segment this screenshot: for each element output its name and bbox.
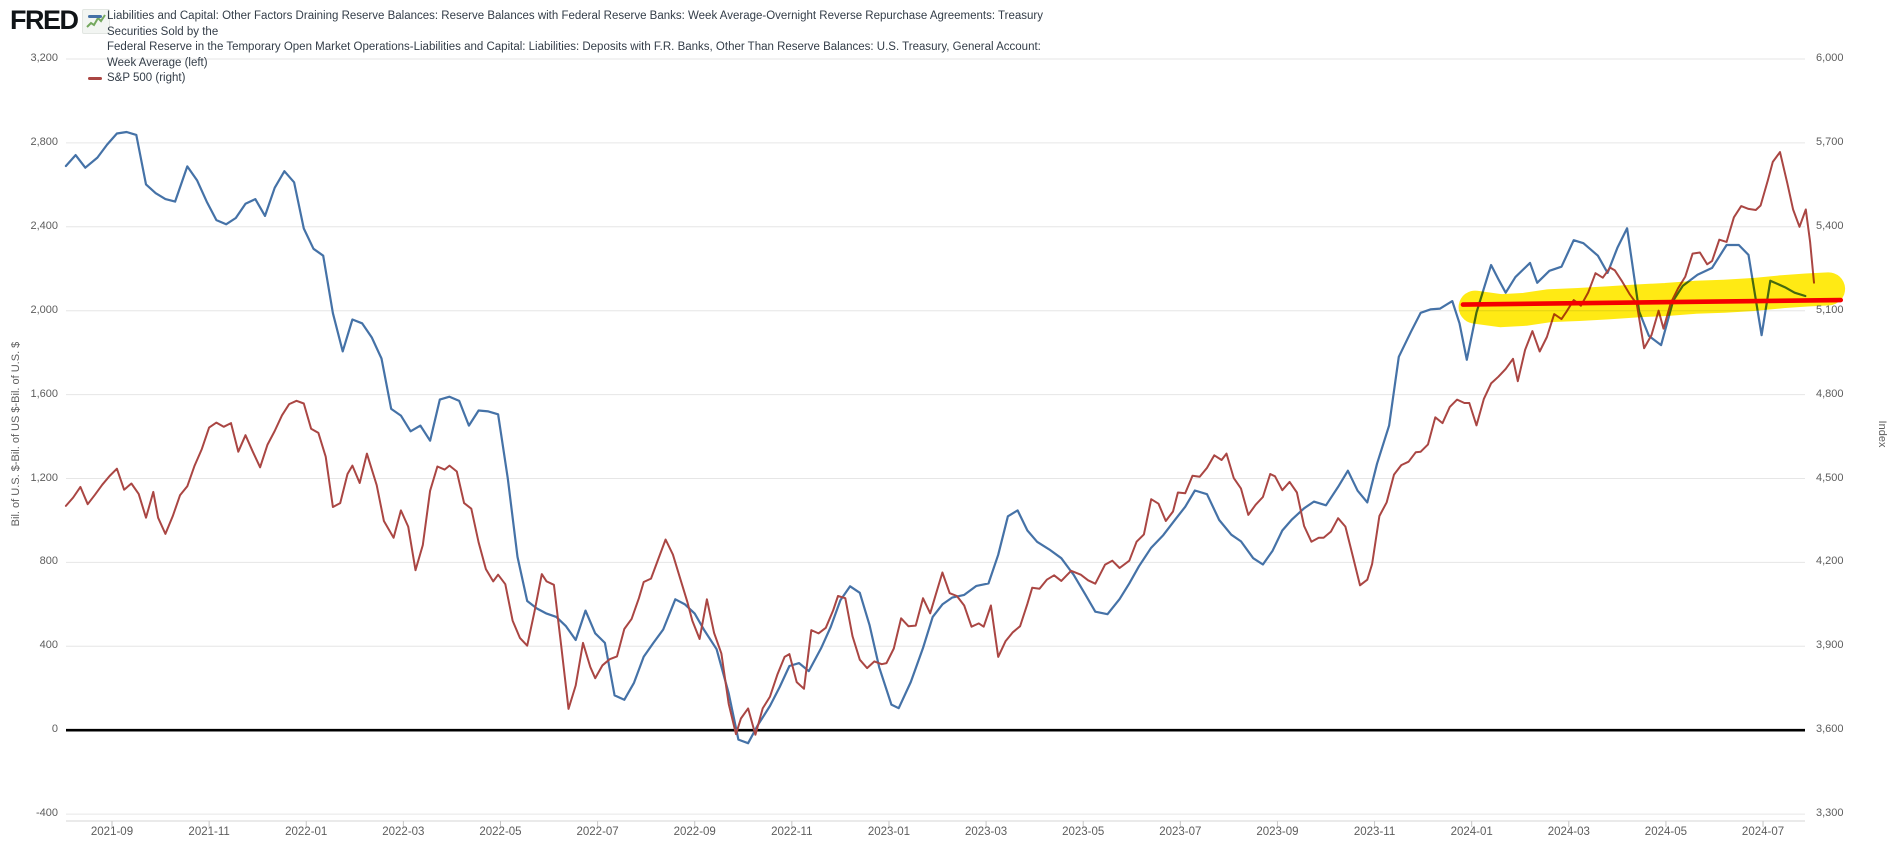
- legend: Liabilities and Capital: Other Factors D…: [88, 9, 1067, 87]
- fred-sparkline-icon: [81, 9, 110, 34]
- legend-label-net-liquidity: Liabilities and Capital: Other Factors D…: [107, 9, 1067, 71]
- x-axis-tick-label: 2024-07: [1741, 826, 1785, 838]
- legend-line-2: Federal Reserve in the Temporary Open Ma…: [107, 41, 1041, 69]
- trend-line-annotation[interactable]: [1460, 297, 1844, 307]
- y-axis-tick-label-left: 1,600: [30, 387, 58, 400]
- y-axis-tick-label-right: 6,000: [1816, 52, 1844, 64]
- y-axis-tick-label-left: 2,000: [30, 303, 58, 316]
- legend-swatch-red: [88, 77, 102, 80]
- series-line-net-liquidity[interactable]: [64, 130, 1807, 745]
- y-axis-tick-label-right: 4,200: [1816, 555, 1844, 568]
- y-axis-tick-label-left: -400: [35, 807, 58, 820]
- x-axis-tick-label: 2023-11: [1353, 826, 1396, 838]
- y-axis-tick-label-left: 3,200: [30, 52, 58, 64]
- x-axis-tick-label: 2022-01: [285, 826, 328, 838]
- x-axis-tick-label: 2023-03: [964, 826, 1008, 838]
- legend-line-1: Liabilities and Capital: Other Factors D…: [107, 10, 1043, 38]
- y-axis-tick-label-left: 400: [39, 639, 58, 652]
- right-axis-title: Index: [1876, 420, 1888, 448]
- x-axis-tick-label: 2024-01: [1450, 826, 1493, 838]
- y-axis-tick-label-right: 3,900: [1816, 639, 1844, 652]
- x-axis-tick-label: 2023-05: [1062, 826, 1105, 838]
- y-axis-tick-label-left: 1,200: [30, 471, 58, 484]
- y-axis-tick-label-left: 2,400: [30, 219, 58, 232]
- y-axis-tick-label-right: 5,100: [1816, 303, 1844, 316]
- legend-label-sp500: S&P 500 (right): [107, 72, 186, 84]
- x-axis-tick-label: 2022-09: [673, 826, 716, 838]
- legend-swatch-blue: [88, 15, 102, 18]
- x-axis-tick-label: 2024-03: [1547, 826, 1590, 838]
- x-axis-tick-label: 2022-07: [576, 826, 619, 838]
- y-axis-tick-label-left: 800: [39, 555, 58, 568]
- y-axis-tick-label-right: 3,300: [1816, 807, 1844, 820]
- x-axis-tick-label: 2022-03: [382, 826, 425, 838]
- x-axis-tick-label: 2022-05: [479, 826, 522, 838]
- x-axis-tick-label: 2024-05: [1644, 826, 1688, 838]
- y-axis-tick-label-right: 5,400: [1816, 219, 1844, 232]
- legend-item-net-liquidity: Liabilities and Capital: Other Factors D…: [88, 9, 1067, 71]
- x-axis-tick-label: 2023-01: [867, 826, 911, 838]
- y-axis-tick-label-left: 2,800: [30, 135, 58, 148]
- y-axis-tick-label-right: 4,800: [1816, 387, 1844, 400]
- x-axis-tick-label: 2023-09: [1256, 826, 1299, 838]
- x-axis-tick-label: 2022-11: [771, 826, 813, 838]
- fred-logo[interactable]: FRED: [10, 7, 110, 34]
- left-axis-title: Bil. of U.S. $-Bil. of US $-Bil. of U.S.…: [10, 341, 22, 527]
- legend-item-sp500: S&P 500 (right): [88, 71, 1067, 87]
- x-axis-tick-label: 2021-11: [188, 826, 230, 838]
- x-axis-tick-label: 2023-07: [1159, 826, 1202, 838]
- x-axis-tick-label: 2021-09: [90, 826, 134, 838]
- y-axis-tick-label-right: 3,600: [1816, 723, 1844, 736]
- y-axis-tick-label-right: 4,500: [1816, 471, 1844, 484]
- y-axis-tick-label-right: 5,700: [1816, 135, 1844, 148]
- y-axis-tick-label-left: 0: [51, 723, 58, 736]
- fred-logo-text: FRED: [10, 5, 79, 35]
- series-line-sp500[interactable]: [64, 151, 1815, 736]
